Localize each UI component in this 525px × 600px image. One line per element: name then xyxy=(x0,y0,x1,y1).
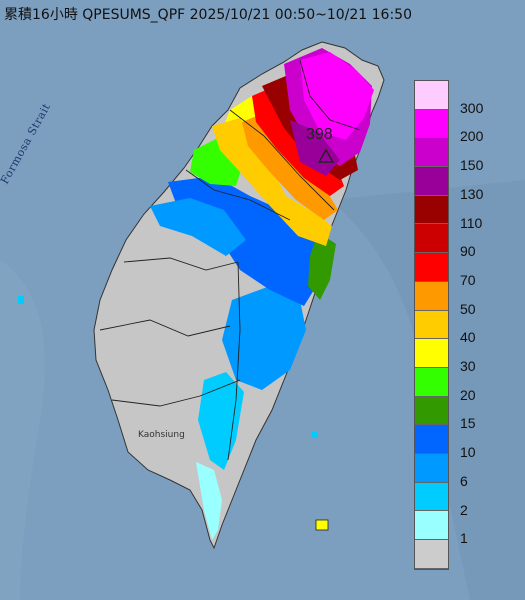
max-rainfall-value: 398 xyxy=(306,126,333,143)
legend-label: 30 xyxy=(460,358,476,374)
rain-zone-200mm xyxy=(300,52,374,140)
legend-label: 130 xyxy=(460,185,484,202)
legend-label: 90 xyxy=(460,243,476,260)
legend-label: 40 xyxy=(460,329,476,346)
legend-label: 10 xyxy=(460,444,476,461)
legend-swatch xyxy=(415,167,448,196)
legend-label: 50 xyxy=(460,300,476,317)
legend-swatch xyxy=(415,367,448,397)
legend-swatch xyxy=(415,253,448,282)
max-value-triangle xyxy=(317,148,335,163)
rain-zone-40mm xyxy=(212,118,332,246)
rain-zone-1mm xyxy=(196,462,222,540)
legend-swatch xyxy=(415,195,448,225)
map-title: 累積16小時 QPESUMS_QPF 2025/10/21 00:50~10/2… xyxy=(4,7,412,23)
legend-label: 2 xyxy=(460,501,468,518)
legend-swatch xyxy=(415,396,448,426)
legend-label: 110 xyxy=(460,214,483,231)
island-penghu xyxy=(18,296,24,304)
county-borders xyxy=(99,59,361,461)
legend-swatch xyxy=(415,281,448,311)
legend-label: 15 xyxy=(460,415,476,432)
legend-swatch xyxy=(415,81,448,110)
rain-zone-6mm-west xyxy=(150,198,246,256)
sea-shading-2 xyxy=(0,260,45,600)
legend-label: 200 xyxy=(460,128,484,145)
legend-swatch xyxy=(415,109,448,139)
legend-swatch xyxy=(415,482,448,512)
legend-swatch xyxy=(415,138,448,168)
legend-label: 150 xyxy=(460,157,484,174)
city-label: Kaohsiung xyxy=(138,430,185,440)
rain-zone-50mm xyxy=(242,112,338,220)
legend-label: 70 xyxy=(460,271,476,288)
legend-swatch xyxy=(415,310,448,340)
rain-zone-15mm xyxy=(308,232,336,300)
legend-swatch xyxy=(415,511,448,540)
rain-zone-2mm xyxy=(198,372,244,470)
island-orchid xyxy=(315,519,329,531)
legend-swatch xyxy=(415,224,448,254)
legend-swatch xyxy=(415,453,448,483)
legend-swatch xyxy=(415,339,448,368)
island-green xyxy=(312,432,317,437)
legend-label: 300 xyxy=(460,99,484,116)
legend-swatch xyxy=(415,540,448,569)
legend-swatch xyxy=(415,425,448,454)
legend-label: 6 xyxy=(460,472,468,489)
legend-label: 20 xyxy=(460,386,476,403)
rainfall-legend xyxy=(414,80,449,570)
legend-label: 1 xyxy=(460,530,468,547)
rain-zone-6mm xyxy=(222,286,306,390)
